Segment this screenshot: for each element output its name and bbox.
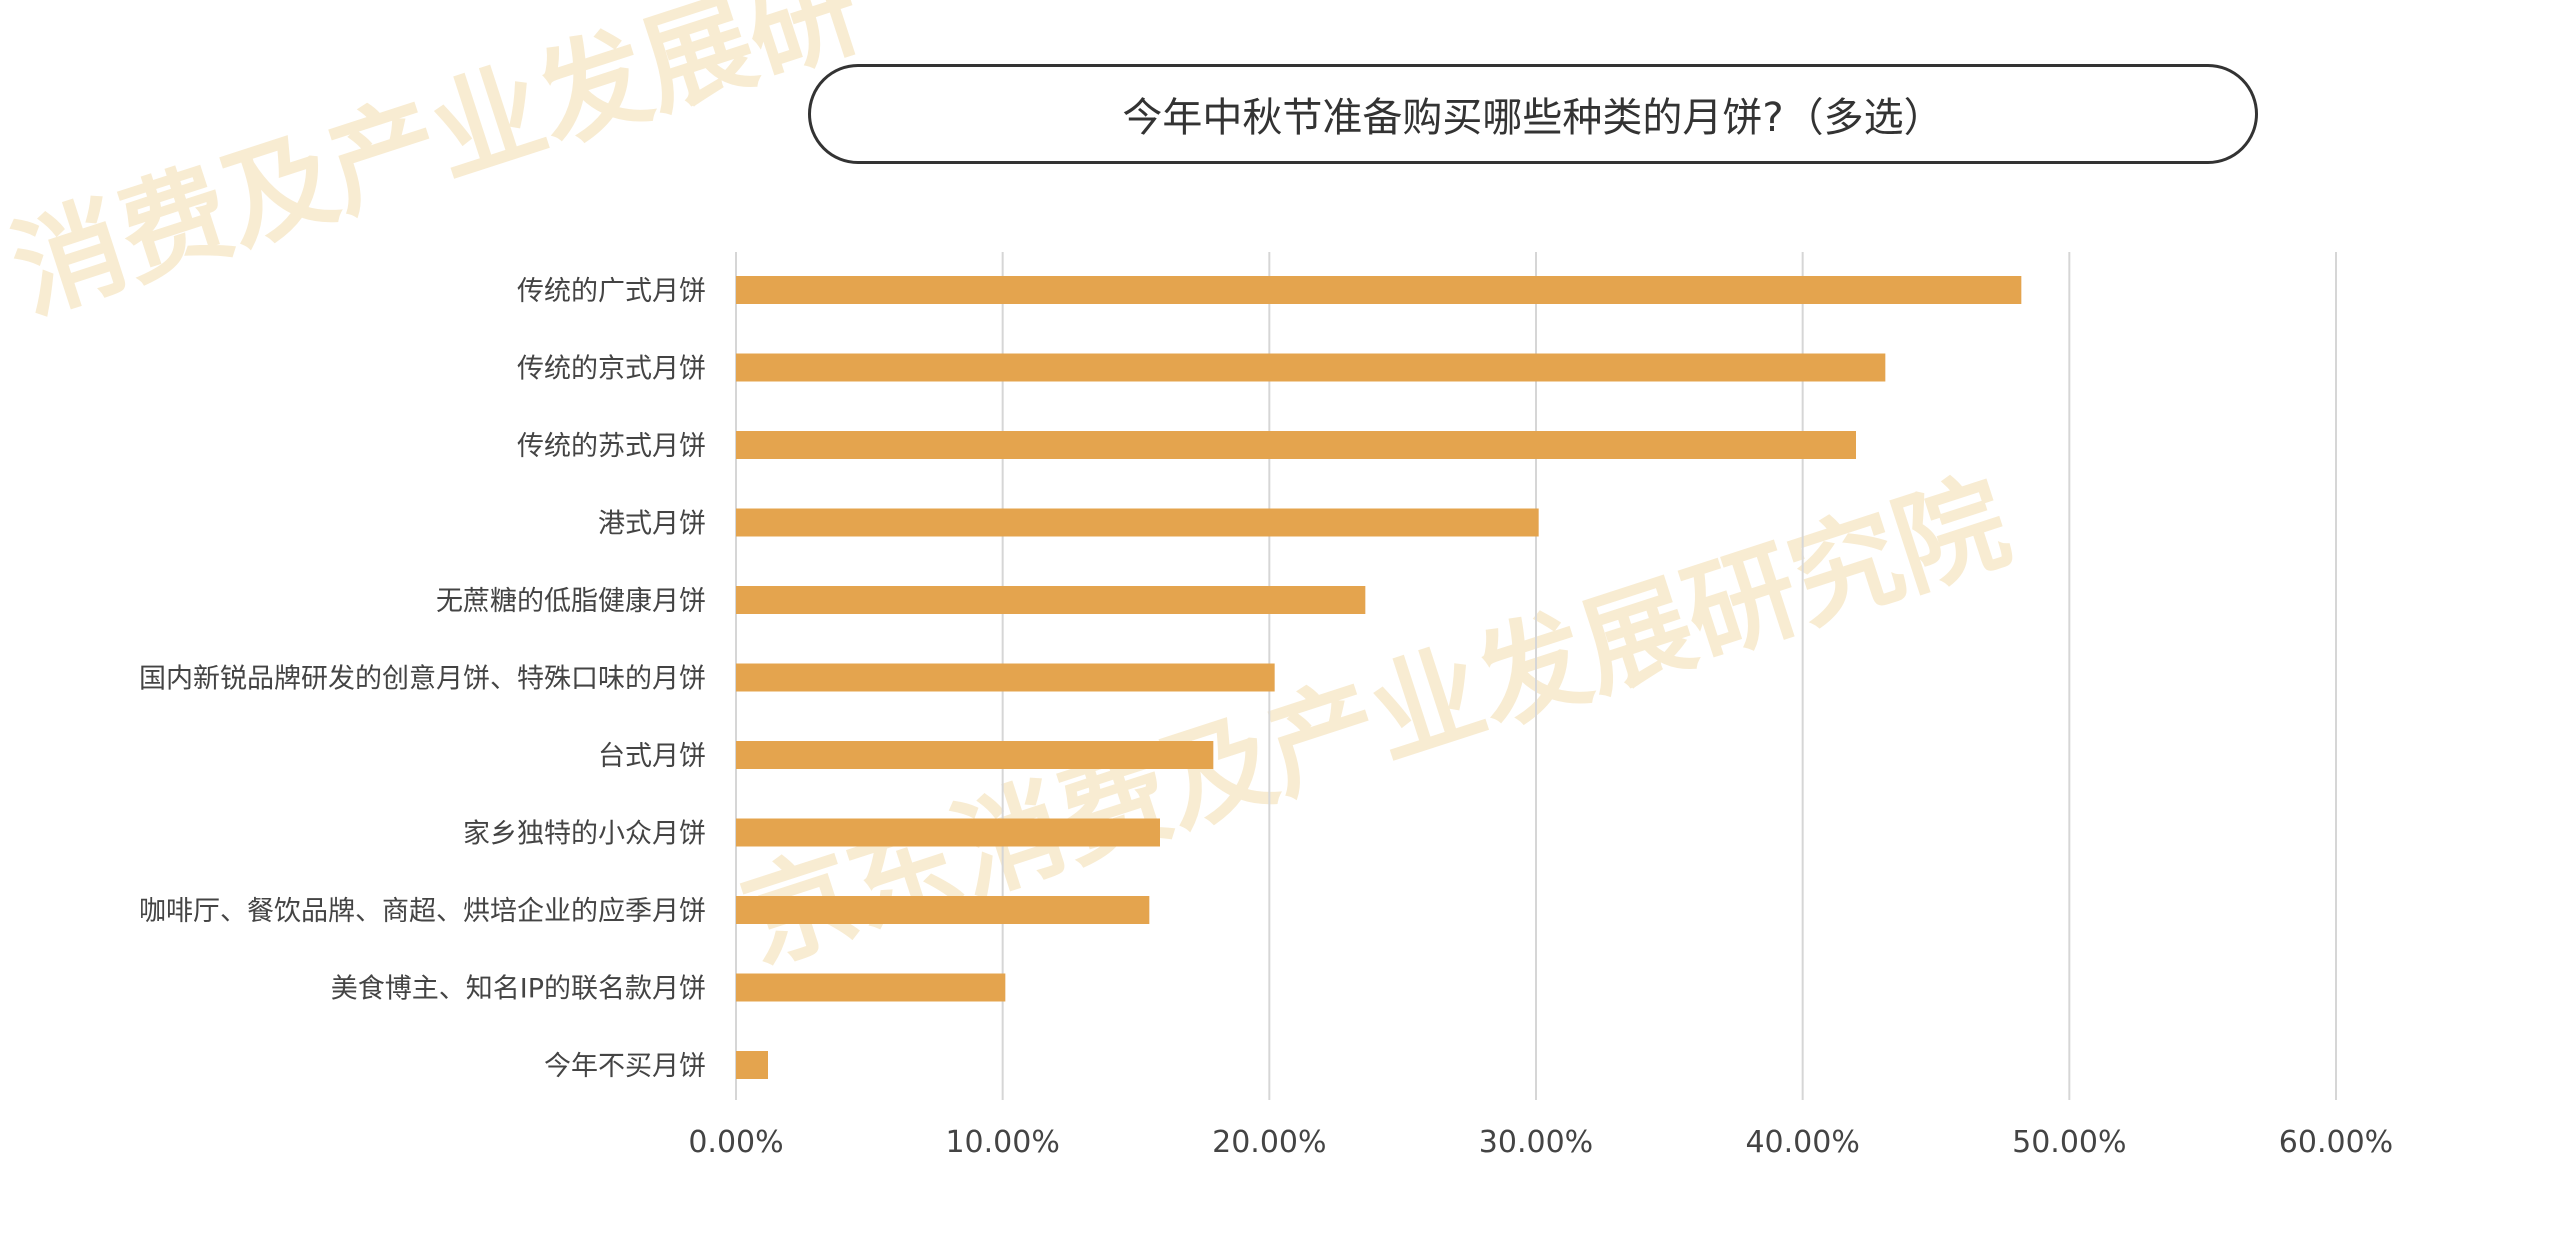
category-label-5: 国内新锐品牌研发的创意月饼、特殊口味的月饼 (139, 664, 706, 695)
category-label-3: 港式月饼 (598, 509, 706, 540)
category-label-0: 传统的广式月饼 (517, 276, 706, 307)
x-tick-label-6: 60.00% (2279, 1125, 2393, 1160)
x-tick-label-1: 10.00% (945, 1125, 1059, 1160)
x-tick-label-5: 50.00% (2012, 1125, 2126, 1160)
category-labels: 传统的广式月饼传统的京式月饼传统的苏式月饼港式月饼无蔗糖的低脂健康月饼国内新锐品… (139, 276, 706, 1082)
bar-10 (736, 1051, 768, 1079)
category-label-10: 今年不买月饼 (544, 1051, 706, 1082)
category-label-2: 传统的苏式月饼 (517, 431, 706, 462)
category-label-1: 传统的京式月饼 (517, 354, 706, 385)
bar-2 (736, 431, 1856, 459)
x-tick-label-2: 20.00% (1212, 1125, 1326, 1160)
bar-7 (736, 818, 1160, 847)
bar-8 (736, 896, 1150, 924)
bar-9 (736, 973, 1006, 1002)
bar-1 (736, 353, 1886, 382)
x-tick-label-4: 40.00% (1745, 1125, 1859, 1160)
chart-title-text: 今年中秋节准备购买哪些种类的月饼?（多选） (1122, 95, 1944, 141)
bar-4 (736, 586, 1366, 614)
category-label-7: 家乡独特的小众月饼 (463, 819, 706, 850)
x-tick-label-3: 30.00% (1479, 1125, 1593, 1160)
grid-lines (735, 252, 2337, 1100)
bar-6 (736, 741, 1214, 769)
category-label-8: 咖啡厅、餐饮品牌、商超、烘培企业的应季月饼 (139, 896, 706, 927)
bar-0 (736, 276, 2022, 304)
category-label-9: 美食博主、知名IP的联名款月饼 (331, 974, 706, 1005)
category-label-6: 台式月饼 (598, 741, 706, 772)
chart-title: 今年中秋节准备购买哪些种类的月饼?（多选） (808, 64, 2258, 164)
x-tick-label-0: 0.00% (688, 1125, 783, 1160)
bars (736, 276, 2022, 1079)
x-tick-labels: 0.00% 10.00% 20.00% 30.00% 40.00% 50.00% 60.00… (688, 1125, 2393, 1160)
category-label-4: 无蔗糖的低脂健康月饼 (436, 586, 706, 617)
bar-3 (736, 508, 1539, 537)
bar-5 (736, 663, 1275, 692)
